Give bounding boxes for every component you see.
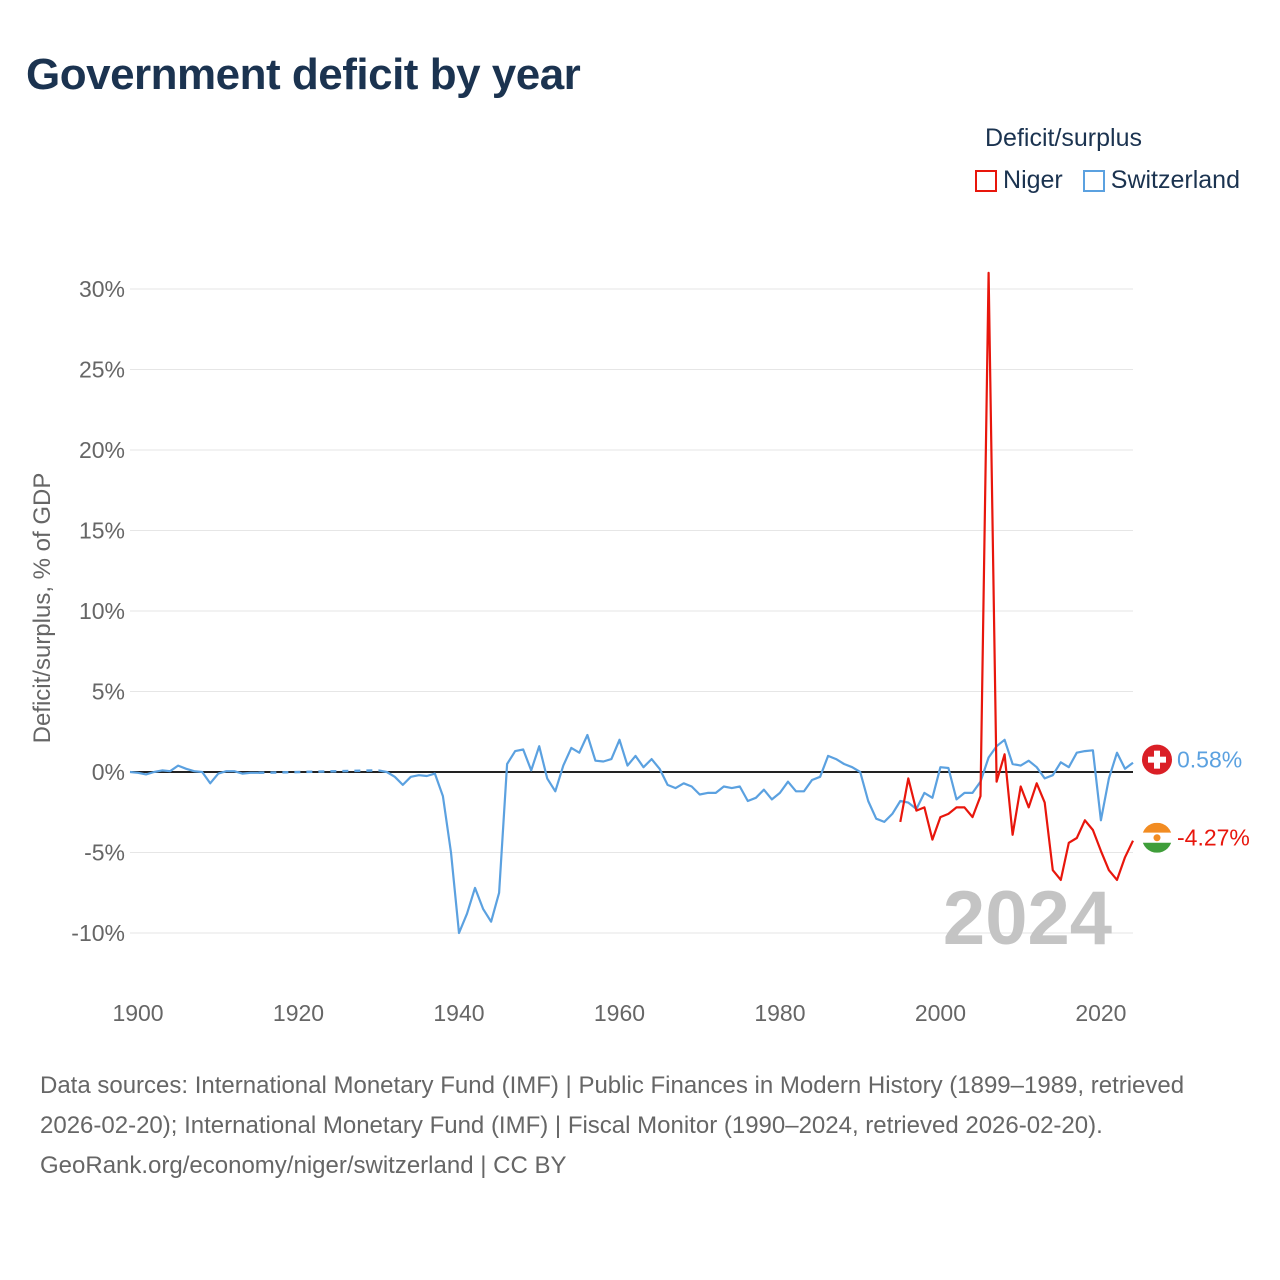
y-tick-label: -10% <box>71 920 125 946</box>
x-tick-label: 1940 <box>433 1000 484 1026</box>
x-tick-label: 2020 <box>1075 1000 1126 1026</box>
niger-flag-icon <box>1142 822 1172 853</box>
x-tick-label: 2000 <box>915 1000 966 1026</box>
legend-entry-niger[interactable]: Niger <box>975 166 1063 195</box>
x-tick-label: 1900 <box>112 1000 163 1026</box>
x-tick-label: 1980 <box>754 1000 805 1026</box>
y-tick-label: 5% <box>92 679 125 705</box>
series-line-niger[interactable] <box>899 271 1134 881</box>
legend: Niger Switzerland <box>975 166 1240 195</box>
current-year-label: 2024 <box>943 876 1112 961</box>
y-tick-label: 20% <box>79 437 125 463</box>
line-chart: 30% 25% 20% 15% 10% 5% 0% -5% -10% 1900 1920 1940 1… <box>29 271 1250 1026</box>
x-tick-label: 1960 <box>594 1000 645 1026</box>
data-sources: Data sources: International Monetary Fun… <box>40 1072 1185 1139</box>
end-label-switzerland: 0.58% <box>1177 747 1242 773</box>
chart-title: Government deficit by year <box>26 50 581 99</box>
y-tick-label: 30% <box>79 276 125 302</box>
end-label-niger: -4.27% <box>1177 825 1250 851</box>
y-tick-label: 0% <box>92 759 125 785</box>
x-tick-label: 1920 <box>273 1000 324 1026</box>
legend-label-niger: Niger <box>1003 166 1063 194</box>
y-tick-label: 15% <box>79 518 125 544</box>
legend-entry-switzerland[interactable]: Switzerland <box>1082 166 1240 195</box>
credit-link[interactable]: GeoRank.org/economy/niger/switzerland | … <box>40 1152 567 1179</box>
y-axis-title: Deficit/surplus, % of GDP <box>29 473 56 744</box>
legend-label-switzerland: Switzerland <box>1110 166 1240 194</box>
y-tick-label: -5% <box>84 840 125 866</box>
legend-swatch-switzerland <box>1082 169 1105 192</box>
series-gap-switzerland <box>258 769 379 775</box>
legend-title: Deficit/surplus <box>985 124 1142 152</box>
legend-swatch-niger <box>975 169 998 192</box>
footer: Data sources: International Monetary Fun… <box>40 1066 1240 1186</box>
series-line-switzerland[interactable] <box>378 733 1134 935</box>
y-tick-label: 25% <box>79 357 125 383</box>
switzerland-flag-icon <box>1142 744 1172 775</box>
y-tick-label: 10% <box>79 598 125 624</box>
series-line-switzerland[interactable] <box>129 764 259 785</box>
